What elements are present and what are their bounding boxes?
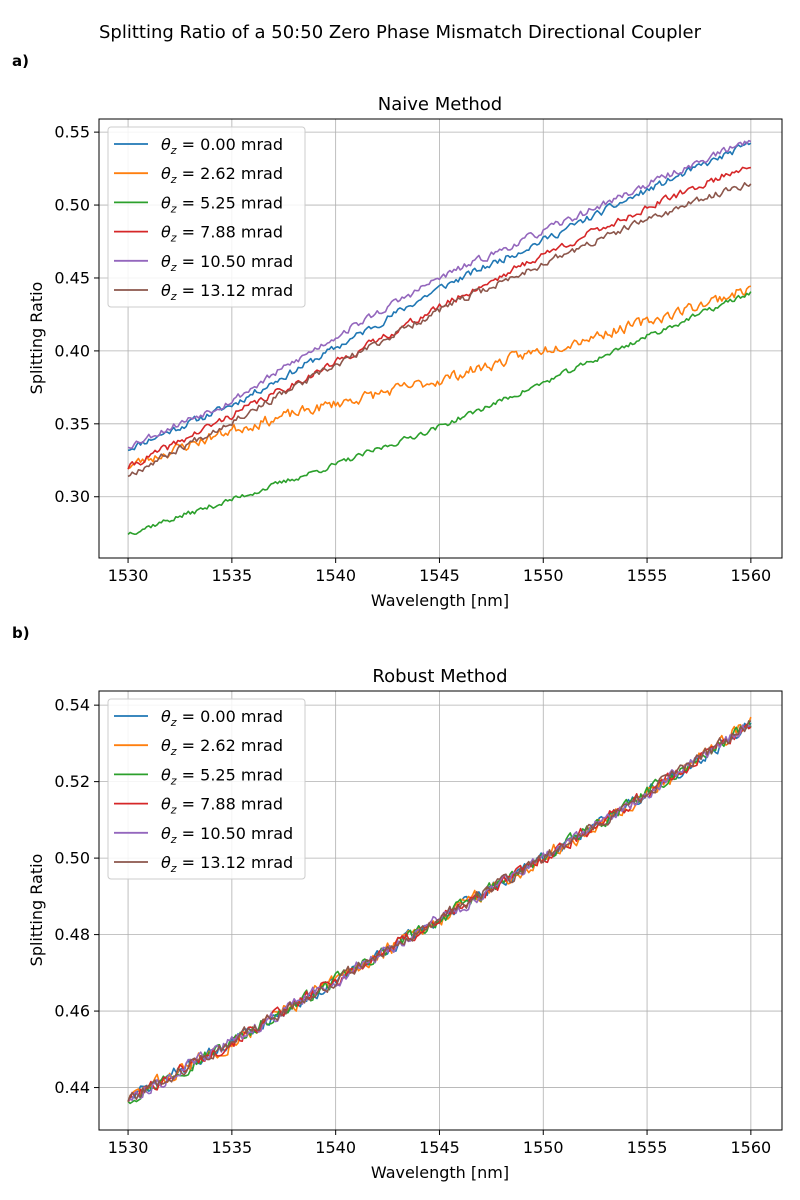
y-tick-label: 0.50 <box>54 196 90 215</box>
series-robust <box>127 716 752 1105</box>
y-tick-label: 0.40 <box>54 341 90 360</box>
series-line-5 <box>127 182 752 478</box>
panel-naive: a) Naive Method 1530 1535 1540 1545 1550 1555… <box>12 52 783 610</box>
x-tick-label: 1530 <box>108 1138 149 1157</box>
legend-entry: θz = 5.25 mrad <box>161 193 283 215</box>
x-tick-label: 1535 <box>212 566 253 585</box>
x-axis-label-robust: Wavelength [nm] <box>371 1163 509 1182</box>
series-line-0 <box>127 141 752 452</box>
y-tick-label: 0.46 <box>54 1002 90 1021</box>
plot-frame-naive <box>98 118 783 559</box>
ticks-robust: 1530 1535 1540 1545 1550 1555 1560 0.44 0.46 0.48… <box>54 696 771 1157</box>
x-tick-label: 1545 <box>419 1138 460 1157</box>
series-line-2 <box>127 291 752 535</box>
x-tick-label: 1560 <box>731 1138 772 1157</box>
series-line-1 <box>127 285 752 470</box>
y-tick-label: 0.35 <box>54 414 90 433</box>
series-line-3 <box>127 166 751 470</box>
x-tick-label: 1540 <box>315 566 356 585</box>
y-tick-label: 0.54 <box>54 696 90 715</box>
legend-entry: θz = 10.50 mrad <box>161 824 293 846</box>
legend-entry: θz = 5.25 mrad <box>161 765 283 787</box>
y-tick-label: 0.55 <box>54 123 90 142</box>
panel-label-a: a) <box>12 52 29 70</box>
y-tick-label: 0.44 <box>54 1078 90 1097</box>
legend-entry: θz = 7.88 mrad <box>161 795 283 817</box>
panel-robust: b) Robust Method 1530 1535 1540 1545 1550 155… <box>12 624 783 1182</box>
legend-entry: θz = 2.62 mrad <box>161 164 283 186</box>
legend-entry: θz = 7.88 mrad <box>161 223 283 245</box>
x-tick-label: 1550 <box>523 566 564 585</box>
x-tick-label: 1555 <box>627 566 668 585</box>
panel-label-b: b) <box>12 624 30 642</box>
legend-entry: θz = 0.00 mrad <box>161 135 283 157</box>
chart-title-robust: Robust Method <box>372 666 507 687</box>
legend-entry: θz = 13.12 mrad <box>161 281 293 303</box>
ticks-naive: 1530 1535 1540 1545 1550 1555 1560 0.30 0.35 0.40… <box>54 123 771 585</box>
x-tick-label: 1545 <box>419 566 460 585</box>
chart-title-naive: Naive Method <box>378 94 502 115</box>
y-tick-label: 0.52 <box>54 772 90 791</box>
y-tick-label: 0.50 <box>54 849 90 868</box>
legend-robust: θz = 0.00 mrad θz = 2.62 mrad θz = 5.25 mr… <box>107 698 306 880</box>
x-tick-label: 1530 <box>108 566 149 585</box>
y-tick-label: 0.30 <box>54 487 90 506</box>
legend-entry: θz = 10.50 mrad <box>161 252 293 274</box>
legend-entry: θz = 2.62 mrad <box>161 736 283 758</box>
x-tick-label: 1550 <box>523 1138 564 1157</box>
series-line-5 <box>127 720 751 1102</box>
series-naive <box>127 139 752 535</box>
figure-suptitle: Splitting Ratio of a 50:50 Zero Phase Mi… <box>99 22 702 43</box>
x-tick-label: 1555 <box>627 1138 668 1157</box>
x-tick-label: 1540 <box>315 1138 356 1157</box>
series-line-4 <box>127 139 752 449</box>
x-axis-label-naive: Wavelength [nm] <box>371 591 509 610</box>
legend-entry: θz = 13.12 mrad <box>161 853 293 875</box>
plot-frame-robust <box>98 690 783 1131</box>
y-axis-label-naive: Splitting Ratio <box>27 282 46 395</box>
legend-naive: θz = 0.00 mrad θz = 2.62 mrad θz = 5.25 mr… <box>107 126 306 308</box>
x-tick-label: 1560 <box>731 566 772 585</box>
legend-box <box>107 126 306 308</box>
x-tick-label: 1535 <box>212 1138 253 1157</box>
y-tick-label: 0.45 <box>54 268 90 287</box>
y-axis-label-robust: Splitting Ratio <box>27 854 46 967</box>
y-tick-label: 0.48 <box>54 925 90 944</box>
legend-box <box>107 698 306 880</box>
legend-entry: θz = 0.00 mrad <box>161 707 283 729</box>
